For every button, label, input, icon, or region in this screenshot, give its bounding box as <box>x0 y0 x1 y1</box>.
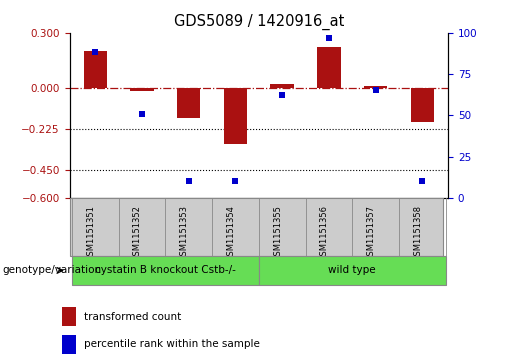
Bar <box>317 47 340 88</box>
Bar <box>270 84 294 88</box>
Text: GSM1151358: GSM1151358 <box>414 205 422 261</box>
Text: GSM1151351: GSM1151351 <box>86 205 95 261</box>
Bar <box>364 86 387 88</box>
Text: genotype/variation: genotype/variation <box>3 265 101 276</box>
Text: GSM1151357: GSM1151357 <box>367 205 375 261</box>
Text: GSM1151352: GSM1151352 <box>133 205 142 261</box>
Bar <box>130 88 153 91</box>
Title: GDS5089 / 1420916_at: GDS5089 / 1420916_at <box>174 14 344 30</box>
Text: wild type: wild type <box>329 265 376 276</box>
Point <box>231 178 239 184</box>
Point <box>278 93 286 98</box>
Bar <box>224 88 247 144</box>
Bar <box>62 307 76 326</box>
Point <box>91 50 99 56</box>
Point <box>325 35 333 41</box>
Bar <box>410 88 434 122</box>
Bar <box>177 88 200 118</box>
Text: GSM1151353: GSM1151353 <box>180 205 188 261</box>
Bar <box>83 51 107 88</box>
Text: percentile rank within the sample: percentile rank within the sample <box>84 339 260 349</box>
Point <box>184 178 193 184</box>
Text: GSM1151355: GSM1151355 <box>273 205 282 261</box>
Bar <box>62 335 76 354</box>
Bar <box>72 256 259 285</box>
Point <box>418 178 426 184</box>
Point <box>138 111 146 117</box>
Text: GSM1151354: GSM1151354 <box>227 205 235 261</box>
Bar <box>259 256 445 285</box>
Text: transformed count: transformed count <box>84 312 181 322</box>
Point <box>371 87 380 93</box>
Text: cystatin B knockout Cstb-/-: cystatin B knockout Cstb-/- <box>95 265 236 276</box>
Text: GSM1151356: GSM1151356 <box>320 205 329 261</box>
